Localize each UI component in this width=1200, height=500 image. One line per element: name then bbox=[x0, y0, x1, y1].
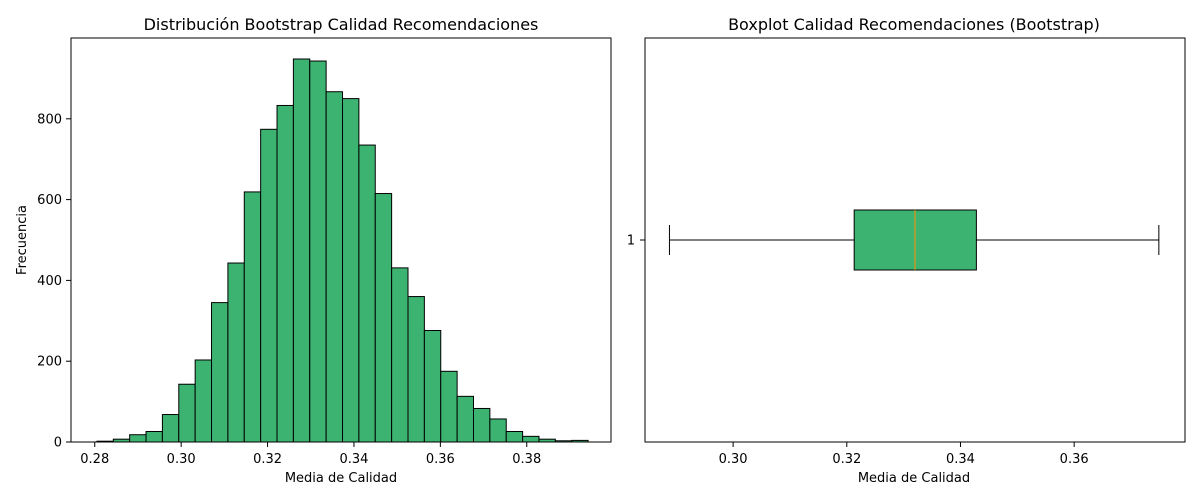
histogram-title: Distribución Bootstrap Calidad Recomenda… bbox=[144, 15, 539, 34]
x-tick-label: 0.32 bbox=[832, 452, 861, 467]
histogram-bar bbox=[292, 58, 311, 443]
histogram-bar bbox=[522, 435, 540, 443]
histogram-bar bbox=[472, 407, 491, 443]
x-tick-label: 0.38 bbox=[512, 452, 541, 467]
y-tick-label: 1 bbox=[627, 234, 635, 249]
histogram-bar bbox=[260, 128, 278, 443]
histogram-bar bbox=[505, 430, 524, 443]
histogram-bars bbox=[96, 58, 589, 443]
boxplot-axes-frame bbox=[644, 37, 1186, 443]
histogram-y-axis-label: Frecuencia bbox=[15, 205, 30, 275]
histogram-bar bbox=[440, 370, 458, 443]
histogram-bar bbox=[145, 430, 163, 443]
boxplot-x-axis-label: Media de Calidad bbox=[858, 471, 970, 486]
histogram-bar bbox=[358, 144, 376, 443]
histogram-x-ticks: 0.28 0.30 0.32 0.34 0.36 0.38 bbox=[80, 442, 541, 467]
histogram-bar bbox=[407, 296, 425, 443]
histogram-bar bbox=[276, 104, 294, 443]
boxplot-x-ticks: 0.30 0.32 0.34 0.36 bbox=[719, 442, 1089, 467]
histogram-bar bbox=[211, 302, 229, 443]
x-tick-label: 0.30 bbox=[719, 452, 748, 467]
boxplot-panel: Boxplot Calidad Recomendaciones (Bootstr… bbox=[627, 15, 1186, 486]
y-tick-label: 0 bbox=[54, 436, 62, 451]
x-tick-label: 0.34 bbox=[339, 452, 368, 467]
x-tick-label: 0.32 bbox=[253, 452, 282, 467]
histogram-bar bbox=[178, 383, 196, 443]
histogram-bar bbox=[489, 418, 507, 443]
histogram-axes-frame bbox=[70, 37, 612, 443]
x-tick-label: 0.34 bbox=[946, 452, 975, 467]
y-tick-label: 600 bbox=[37, 193, 62, 208]
histogram-bar bbox=[342, 98, 360, 443]
histogram-x-axis-label: Media de Calidad bbox=[285, 471, 397, 486]
x-tick-label: 0.28 bbox=[80, 452, 109, 467]
boxplot-y-ticks: 1 bbox=[627, 234, 645, 249]
histogram-panel: Distribución Bootstrap Calidad Recomenda… bbox=[15, 15, 612, 486]
x-tick-label: 0.36 bbox=[1060, 452, 1089, 467]
histogram-bar bbox=[391, 267, 409, 443]
x-tick-label: 0.30 bbox=[167, 452, 196, 467]
x-tick-label: 0.36 bbox=[426, 452, 455, 467]
boxplot-title: Boxplot Calidad Recomendaciones (Bootstr… bbox=[728, 15, 1100, 34]
histogram-y-ticks: 0 200 400 600 800 bbox=[37, 112, 71, 451]
histogram-bar bbox=[325, 91, 344, 443]
histogram-bar bbox=[456, 395, 474, 443]
histogram-bar bbox=[161, 414, 180, 443]
histogram-bar bbox=[374, 193, 393, 443]
histogram-bar bbox=[129, 434, 147, 443]
y-tick-label: 800 bbox=[37, 112, 62, 127]
y-tick-label: 200 bbox=[37, 355, 62, 370]
histogram-bar bbox=[194, 359, 213, 443]
boxplot-box-group bbox=[668, 209, 1160, 271]
y-tick-label: 400 bbox=[37, 274, 62, 289]
histogram-bar bbox=[227, 262, 245, 443]
histogram-bar bbox=[243, 191, 262, 443]
histogram-bar bbox=[309, 60, 327, 443]
histogram-bar bbox=[423, 329, 442, 443]
